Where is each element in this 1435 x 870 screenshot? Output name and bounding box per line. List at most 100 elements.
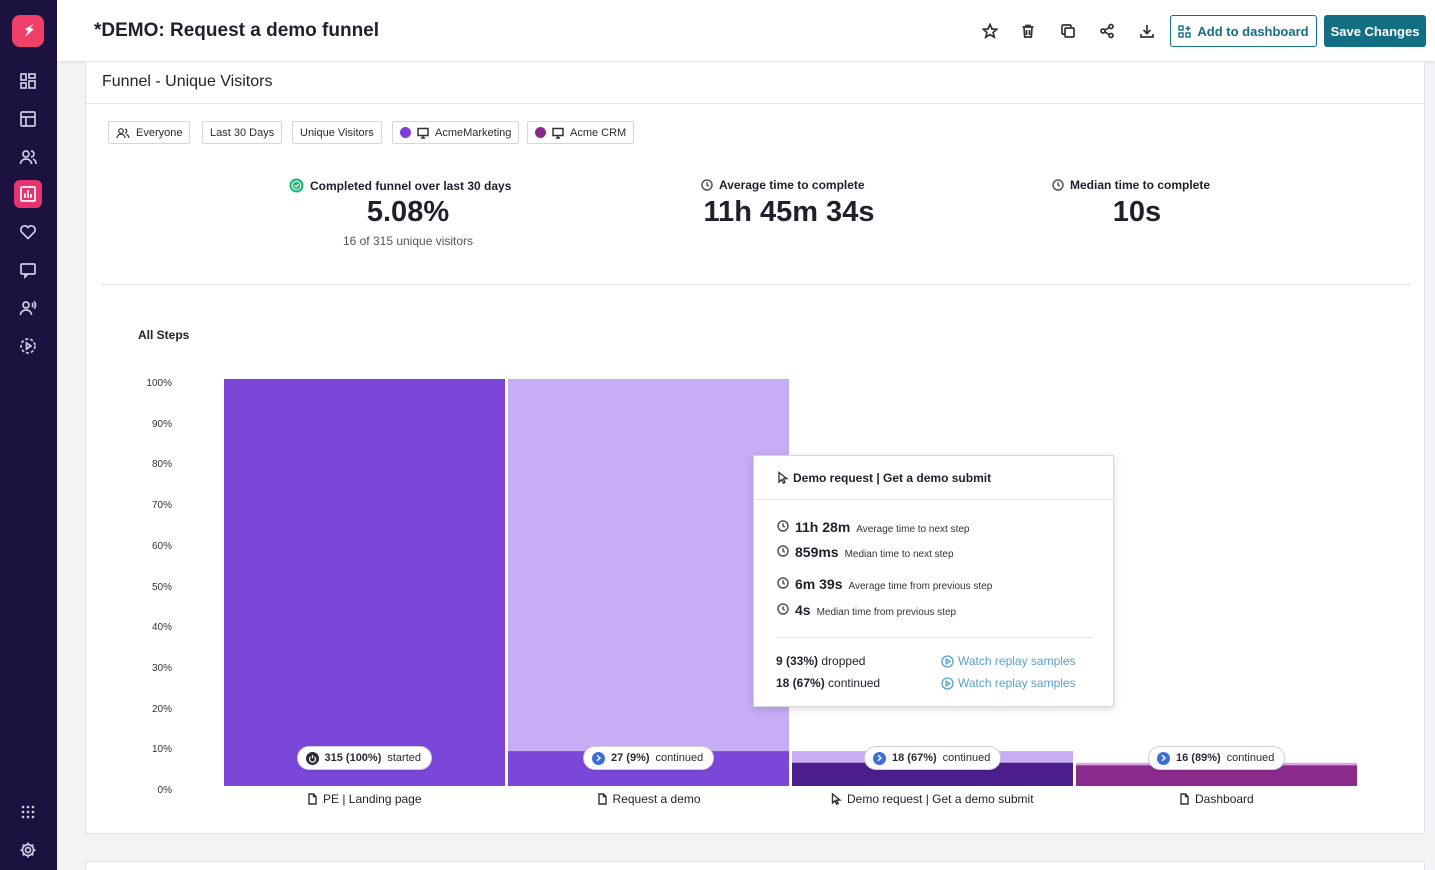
nav-voice[interactable] — [14, 294, 42, 322]
nav-layout[interactable] — [14, 105, 42, 133]
metric-chip[interactable]: Unique Visitors — [292, 121, 382, 144]
y-tick-label: 60% — [151, 540, 172, 552]
monitor-icon — [417, 127, 429, 139]
y-tick-label: 30% — [151, 662, 172, 674]
tooltip-label: Average time from previous step — [848, 581, 993, 592]
step-label-text: Request a demo — [612, 792, 701, 806]
chip-label: Unique Visitors — [300, 126, 374, 139]
y-tick-label: 80% — [151, 459, 172, 471]
dropped-stat: 9 (33%) dropped — [776, 654, 865, 668]
nav-replay[interactable] — [14, 332, 42, 360]
header: *DEMO: Request a demo funnel Add to dash… — [57, 0, 1435, 62]
median-time-value: 10s — [1112, 196, 1162, 228]
color-dot — [400, 127, 411, 138]
save-changes-button[interactable]: Save Changes — [1324, 15, 1426, 47]
step-label-text: Demo request | Get a demo submit — [847, 792, 1034, 806]
clock-icon — [701, 179, 713, 191]
step-count-label: continued — [942, 752, 991, 764]
tooltip-value: 4s — [795, 602, 811, 618]
chip-label: Acme CRM — [570, 126, 627, 139]
funnel-bar[interactable] — [224, 379, 505, 786]
dropped-count: 9 (33%) — [776, 654, 819, 668]
share-icon — [1100, 23, 1114, 39]
step-label-text: Dashboard — [1195, 792, 1254, 806]
step-count-pill[interactable]: 16 (89%) continued — [1148, 746, 1286, 770]
favorite-button[interactable] — [979, 20, 1001, 42]
funnel-bar[interactable] — [1076, 765, 1357, 786]
app-chip-acme-crm[interactable]: Acme CRM — [527, 121, 635, 144]
y-tick-label: 10% — [151, 744, 172, 756]
message-icon — [20, 263, 36, 279]
dashboard-add-icon — [1178, 24, 1192, 38]
download-button[interactable] — [1136, 20, 1158, 42]
nav-analytics[interactable] — [14, 180, 42, 208]
nav-dashboards[interactable] — [14, 67, 42, 95]
clock-icon — [777, 577, 789, 589]
y-tick-label: 50% — [151, 581, 172, 593]
app-logo[interactable] — [12, 15, 44, 47]
avg-time-next-row: 11h 28m Average time to next step — [777, 519, 969, 535]
step-count-pill[interactable]: 27 (9%) continued — [583, 746, 715, 770]
step-count-pill[interactable]: 18 (67%) continued — [864, 746, 1002, 770]
share-button[interactable] — [1096, 20, 1118, 42]
funnel-bar[interactable] — [792, 762, 1073, 786]
tooltip-value: 6m 39s — [795, 576, 843, 592]
color-dot — [535, 127, 546, 138]
delete-button[interactable] — [1017, 20, 1039, 42]
chip-label: AcmeMarketing — [435, 126, 512, 139]
bar-chart-icon — [20, 186, 36, 202]
funnel-bar-previous[interactable] — [508, 379, 789, 786]
card-title: Funnel - Unique Visitors — [102, 73, 273, 90]
tooltip-label: Median time to next step — [844, 549, 954, 560]
chevron-right-icon — [873, 751, 886, 765]
nav-apps[interactable] — [14, 798, 42, 826]
y-tick-label: 20% — [151, 703, 172, 715]
nav-favorites[interactable] — [14, 218, 42, 246]
completed-funnel-sub: 16 of 315 unique visitors — [342, 234, 474, 248]
page-title: *DEMO: Request a demo funnel — [94, 20, 380, 41]
nav-settings[interactable] — [14, 836, 42, 864]
duplicate-button[interactable] — [1057, 20, 1079, 42]
step-count-pill[interactable]: 315 (100%) started — [296, 746, 433, 770]
add-to-dashboard-button[interactable]: Add to dashboard — [1170, 15, 1317, 47]
download-icon — [1140, 25, 1154, 38]
step-label-text: PE | Landing page — [323, 792, 422, 806]
tooltip-label: Median time from previous step — [816, 607, 957, 618]
step-count-label: started — [387, 752, 422, 764]
nav-people[interactable] — [14, 143, 42, 171]
y-tick-label: 40% — [151, 622, 172, 634]
segment-chip[interactable]: Everyone — [108, 121, 191, 144]
tooltip-value: 11h 28m — [795, 519, 851, 535]
step-count: 27 (9%) — [611, 752, 650, 764]
completed-funnel-label: Completed funnel over last 30 days — [289, 178, 511, 193]
divider — [101, 284, 1411, 285]
funnel-card: Funnel - Unique Visitors Everyone Last 3… — [85, 62, 1425, 834]
monitor-icon — [552, 127, 564, 139]
nav-feedback[interactable] — [14, 256, 42, 284]
continued-label: continued — [828, 676, 881, 690]
copy-icon — [1061, 24, 1075, 38]
median-time-label: Median time to complete — [1052, 178, 1210, 192]
app-chip-acmemarketing[interactable]: AcmeMarketing — [392, 121, 520, 144]
heart-icon — [20, 225, 36, 240]
continued-count: 18 (67%) — [776, 676, 825, 690]
tooltip-value: 859ms — [795, 544, 839, 560]
trash-icon — [1022, 24, 1034, 38]
user-voice-icon — [19, 300, 37, 316]
watch-continued-replays-link[interactable]: Watch replay samples — [941, 676, 1076, 690]
page-icon — [1180, 793, 1189, 805]
power-icon — [305, 751, 319, 765]
chip-label: Last 30 Days — [210, 126, 275, 139]
y-tick-label: 0% — [157, 785, 172, 796]
median-time-prev-row: 4s Median time from previous step — [777, 602, 956, 618]
chart-title: All Steps — [138, 328, 190, 342]
continued-stat: 18 (67%) continued — [776, 676, 880, 690]
watch-dropped-replays-link[interactable]: Watch replay samples — [941, 654, 1076, 668]
play-circle-icon — [941, 676, 954, 690]
date-range-chip[interactable]: Last 30 Days — [202, 121, 283, 144]
chevron-right-icon — [1157, 751, 1170, 765]
stat-label-text: Completed funnel over last 30 days — [310, 178, 512, 193]
link-label: Watch replay samples — [958, 654, 1076, 668]
average-time-value: 11h 45m 34s — [703, 196, 875, 228]
tooltip-label: Average time to next step — [856, 524, 970, 535]
